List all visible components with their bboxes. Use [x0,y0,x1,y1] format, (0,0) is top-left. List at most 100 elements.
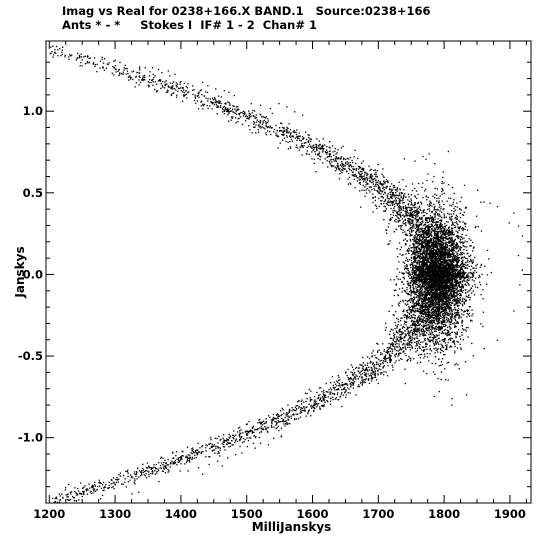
data-point [451,249,453,251]
data-point [436,313,438,315]
data-point [431,224,433,226]
data-point [461,319,463,322]
data-point [437,209,439,211]
data-point [413,248,415,250]
data-point [422,220,424,222]
data-point [407,282,409,285]
data-point [455,320,457,322]
data-point [440,364,442,366]
data-point [415,258,417,260]
data-point [444,261,446,263]
data-point [411,183,414,185]
data-point [129,479,131,481]
data-point [456,331,458,333]
data-point [432,320,434,322]
data-point [444,323,446,325]
data-point [296,401,299,403]
data-point [435,252,437,255]
data-point [460,289,462,291]
data-point [445,308,447,310]
data-point [435,300,437,302]
data-point [145,470,147,472]
data-point [400,317,402,319]
data-point [242,110,245,113]
data-point [431,219,433,221]
data-point [412,302,414,304]
data-point [432,221,434,224]
data-point [456,275,458,278]
data-point [417,234,419,236]
data-point [427,259,429,261]
data-point [445,221,448,223]
data-point [463,302,465,304]
data-point [459,270,461,272]
data-point [418,256,420,258]
data-point [431,293,433,295]
data-point [425,318,427,320]
data-point [337,166,339,168]
data-point [233,112,235,114]
data-point [458,312,460,314]
data-point [429,349,431,351]
data-point [124,478,126,480]
data-point [444,325,446,328]
data-point [283,127,285,129]
data-point [439,348,442,350]
data-point [407,250,409,253]
data-point [443,315,445,318]
data-point [138,470,141,472]
data-point [423,330,425,332]
data-point [130,76,132,79]
data-point [439,327,441,329]
data-point [451,244,453,246]
data-point [458,220,460,222]
data-point [425,241,428,243]
data-point [318,146,320,148]
data-point [469,245,471,247]
data-point [310,415,312,417]
data-point [416,254,418,256]
data-point [426,264,428,266]
data-point [440,349,442,351]
data-point [435,308,437,310]
plot-frame [45,40,532,504]
data-point [404,231,406,233]
data-point [474,269,476,272]
data-point [451,295,453,297]
data-point [432,282,434,285]
data-point [254,110,256,112]
data-point [439,204,441,206]
data-point [432,244,434,246]
data-point [442,286,444,288]
data-point [182,100,184,102]
data-point [424,343,427,345]
data-point [456,333,458,335]
data-point [461,261,463,263]
data-point [446,273,448,275]
data-point [447,245,449,247]
data-point [460,347,462,349]
data-point [440,328,442,330]
data-point [425,158,427,160]
data-point [427,173,429,175]
data-point [462,272,464,275]
data-point [366,182,368,184]
data-point [462,320,464,322]
data-point [334,159,337,161]
data-point [418,297,420,299]
data-point [426,221,428,224]
data-point [460,236,462,238]
data-point [433,175,435,178]
data-point [471,320,473,322]
data-point [432,287,435,289]
data-point [413,332,415,335]
data-point [440,246,442,249]
data-point [418,320,420,322]
data-point [444,319,446,321]
data-point [403,289,405,292]
data-point [256,119,258,121]
data-point [396,346,398,348]
data-point [363,189,365,191]
data-point [388,347,390,349]
data-point [449,230,451,233]
